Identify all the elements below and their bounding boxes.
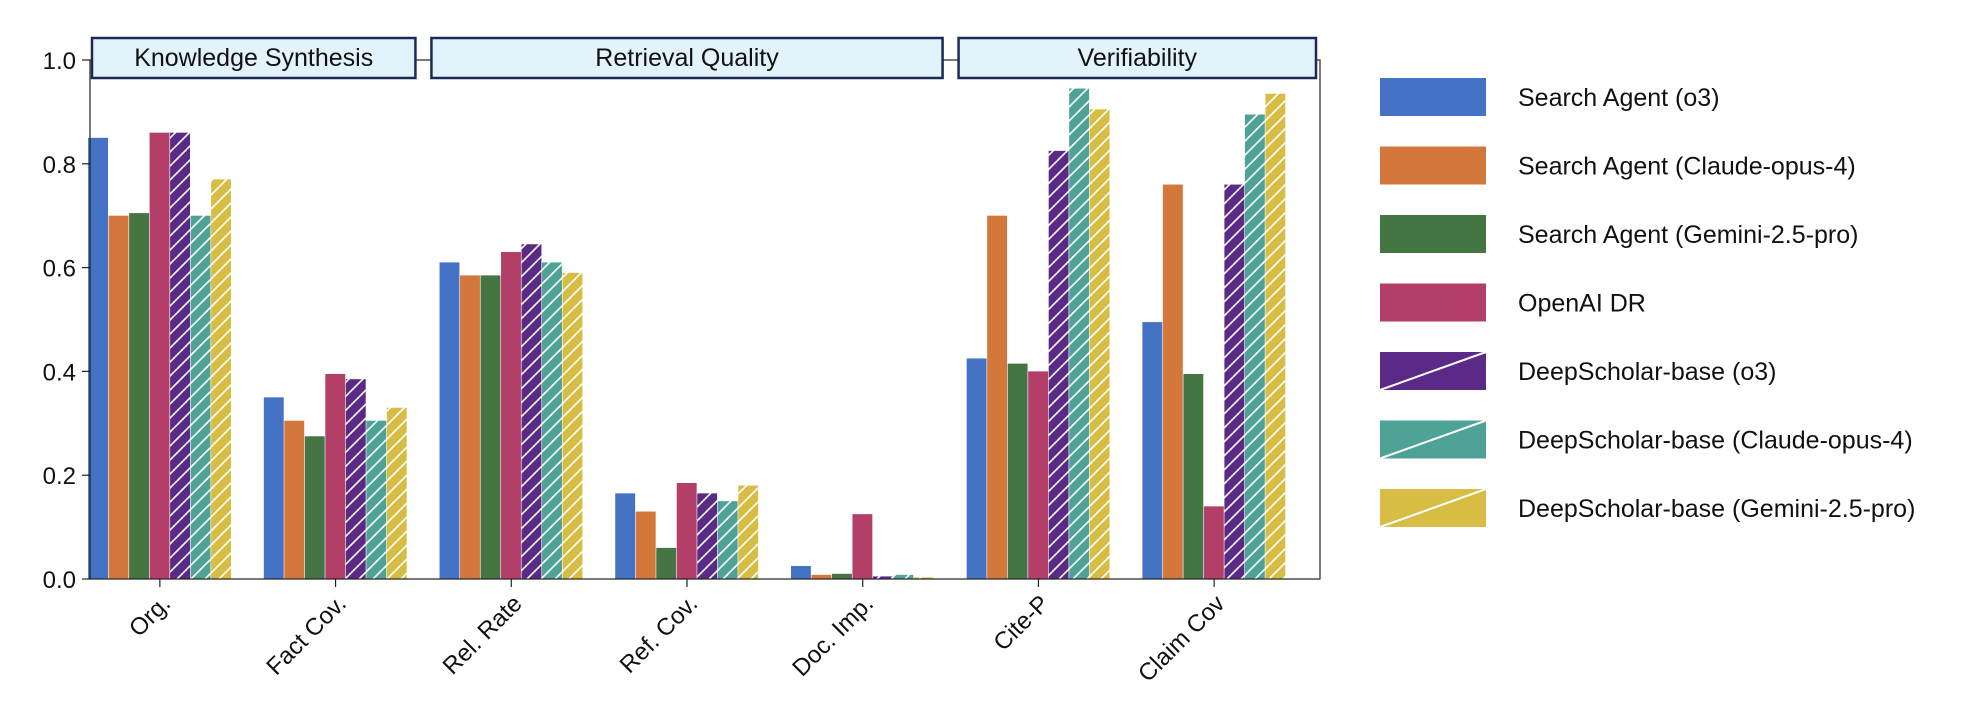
bar-1-5 [790,566,811,579]
bar-7-1 [211,179,232,579]
bar-5-3 [521,244,542,579]
bar-1-3 [439,262,460,579]
legend-label: DeepScholar-base (o3) [1518,358,1776,386]
bar-5-7 [1224,184,1245,579]
group-header-label: Retrieval Quality [595,44,779,72]
legend-hatch-mark [1379,351,1487,391]
bar-3-7 [1183,373,1204,579]
y-tick-label: 1.0 [43,48,76,75]
bar-2-6 [987,215,1008,579]
legend-label: DeepScholar-base (Gemini-2.5-pro) [1518,495,1915,523]
group-header-label: Verifiability [1078,44,1198,72]
bar-1-1 [88,137,109,579]
legend-swatch [1380,146,1486,185]
legend-swatch [1380,78,1486,116]
bar-7-7 [1265,93,1286,580]
bar-2-2 [284,420,305,579]
bar-3-4 [656,547,677,579]
legend-label: DeepScholar-base (Claude-opus-4) [1518,427,1913,455]
x-tick-label: Claim Cov [1133,590,1230,687]
bar-6-7 [1244,114,1265,580]
bar-6-1 [190,215,211,579]
y-axis: 0.0 0.2 0.4 0.6 0.8 1.0 [43,48,90,594]
legend-swatch [1380,283,1486,322]
bars-layer [88,88,1286,580]
x-tick-label: Fact Cov. [261,590,351,680]
legend-label: Search Agent (Claude-opus-4) [1518,153,1856,181]
bar-3-3 [480,275,501,579]
bar-3-6 [1007,363,1028,579]
bar-7-2 [386,407,407,579]
bar-1-4 [615,493,636,579]
bar-6-4 [717,501,738,579]
bar-1-6 [966,358,987,579]
bar-1-2 [263,397,284,579]
x-axis: Org. Fact Cov. Rel. Rate Ref. Cov. Doc. Imp.… [124,579,1230,688]
y-tick-label: 0.6 [43,256,76,283]
group-header-box [90,36,417,80]
bar-4-6 [1028,371,1049,579]
bar-7-3 [562,272,583,579]
group-header-box [957,36,1318,80]
bar-2-7 [1162,184,1183,579]
bar-5-1 [170,132,191,579]
legend-hatch-mark [1379,488,1487,528]
bar-6-6 [1069,88,1090,580]
bar-6-3 [542,262,562,579]
x-tick-label: Cite-P [988,590,1054,656]
bar-6-5 [893,574,914,579]
legend-label: Search Agent (Gemini-2.5-pro) [1518,221,1858,249]
x-tick-label: Doc. Imp. [787,590,879,682]
group-headers: Knowledge Synthesis Retrieval Quality Veri… [90,36,1318,80]
legend: Search Agent (o3) Search Agent (Claude-op… [1379,78,1915,528]
x-tick-label: Org. [124,590,176,642]
bar-4-2 [325,373,346,579]
bar-4-1 [149,132,170,579]
y-tick-label: 0.0 [43,567,76,594]
bar-2-3 [460,275,480,579]
bar-5-6 [1048,150,1069,579]
x-tick-label: Rel. Rate [438,590,528,680]
bar-4-3 [501,252,521,579]
legend-label: OpenAI DR [1518,290,1646,318]
bar-3-1 [129,213,150,580]
bar-5-4 [697,493,718,579]
bar-2-1 [108,215,129,579]
bar-3-5 [831,573,852,579]
y-tick-label: 0.4 [43,359,76,386]
legend-hatch-mark [1379,419,1487,460]
bar-7-6 [1089,109,1110,580]
bar-5-2 [345,379,366,579]
bar-7-4 [738,485,759,579]
legend-label: Search Agent (o3) [1518,84,1720,112]
bar-3-2 [304,436,325,579]
x-tick-label: Ref. Cov. [615,590,704,679]
bar-6-2 [366,420,387,579]
bar-2-4 [635,511,656,579]
y-tick-label: 0.8 [43,152,76,179]
y-tick-label: 0.2 [43,463,76,490]
bar-4-5 [852,514,873,579]
bar-2-5 [811,574,832,579]
bar-1-7 [1142,322,1163,579]
bar-4-4 [676,482,697,579]
group-header-label: Knowledge Synthesis [134,44,373,72]
bar-7-5 [913,577,934,579]
legend-swatch [1380,215,1486,253]
bar-5-5 [872,576,893,579]
bar-4-7 [1203,506,1224,579]
group-header-box [430,36,944,80]
